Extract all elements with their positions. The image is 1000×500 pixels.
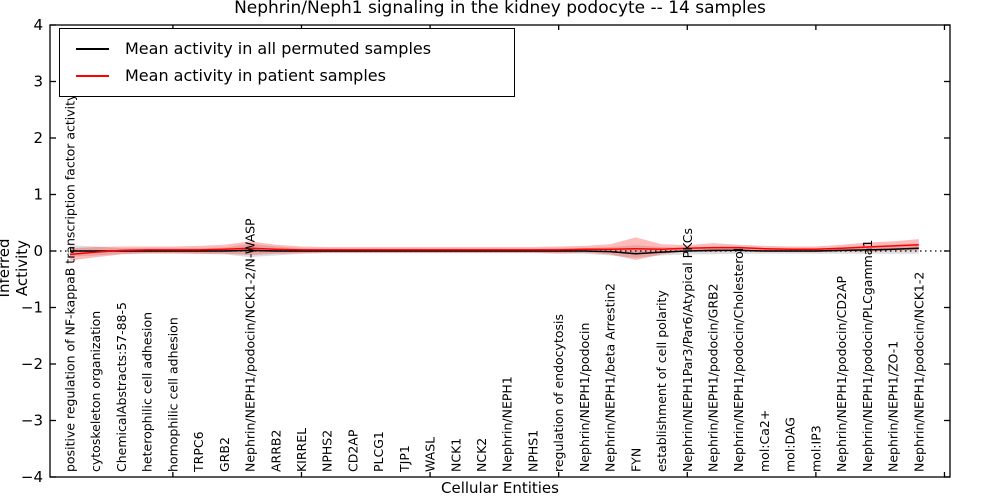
x-category-label: mol:IP3 [808, 425, 823, 472]
x-category-label: Nephrin/NEPH1/beta Arrestin2 [603, 283, 618, 472]
x-category-label: WASL [423, 437, 438, 472]
x-category-label: Nephrin/NEPH1/podocin/PLCgamma1 [860, 240, 875, 472]
y-tick-label: 1 [33, 186, 43, 204]
x-category-label: cytoskeleton organization [88, 311, 103, 472]
y-tick-label: −4 [21, 468, 43, 486]
patient-line-swatch [76, 74, 109, 77]
x-category-label: NCK1 [448, 438, 463, 472]
x-category-label: homophilic cell adhesion [165, 317, 180, 472]
x-category-label: ARRB2 [268, 430, 283, 472]
legend: Mean activity in all permuted samples Me… [59, 28, 515, 97]
y-tick-label: 0 [33, 242, 43, 260]
x-category-label: TRPC6 [191, 431, 206, 473]
permuted-line-swatch [76, 48, 109, 51]
x-category-label: Nephrin/NEPH1/podocin/Cholesterol [731, 248, 746, 472]
x-category-label: FYN [628, 448, 643, 472]
x-category-label: PLCG1 [371, 431, 386, 472]
x-category-label: Nephrin/NEPH1/podocin/CD2AP [834, 276, 849, 472]
legend-label-permuted: Mean activity in all permuted samples [125, 39, 432, 59]
x-axis-label: Cellular Entities [441, 479, 559, 497]
y-axis-label: Inferred Activity [0, 238, 31, 298]
y-tick-label: 3 [33, 73, 43, 91]
x-category-label: Nephrin/NEPH1/ZO-1 [886, 341, 901, 472]
x-category-label: NPHS2 [320, 430, 335, 472]
x-category-label: Nephrin/NEPH1/podocin/NCK1-2/N-WASP [243, 218, 258, 472]
x-category-label: ChemicalAbstracts:57-88-5 [114, 302, 129, 472]
y-tick-label: −3 [21, 412, 43, 430]
x-category-label: Nephrin/NEPH1Par3/Par6/Atypical PKCs [680, 228, 695, 472]
band-patient-samples-range [70, 237, 919, 261]
x-category-label: Nephrin/NEPH1/podocin/GRB2 [706, 283, 721, 472]
x-category-label: NPHS1 [525, 430, 540, 472]
legend-item-permuted: Mean activity in all permuted samples [60, 40, 514, 58]
x-category-label: TJP1 [397, 445, 412, 473]
legend-item-patient: Mean activity in patient samples [60, 67, 514, 85]
series-line-patient [69, 244, 919, 256]
x-category-label: establishment of cell polarity [654, 290, 669, 472]
x-category-label: NCK2 [474, 438, 489, 472]
x-category-label: Nephrin/NEPH1/podocin/NCK1-2 [911, 272, 926, 472]
x-category-label: mol:DAG [783, 417, 798, 472]
x-category-label: CD2AP [345, 429, 360, 472]
y-tick-label: −2 [21, 355, 43, 373]
x-category-label: GRB2 [217, 437, 232, 472]
x-category-label: Nephrin/NEPH1/podocin [577, 323, 592, 472]
x-category-label: Nephrin/NEPH1 [500, 376, 515, 472]
legend-label-patient: Mean activity in patient samples [125, 66, 386, 85]
chart-title: Nephrin/Neph1 signaling in the kidney po… [234, 0, 766, 18]
y-tick-label: 2 [33, 129, 43, 147]
y-tick-label: 4 [33, 16, 43, 34]
x-category-label: regulation of endocytosis [551, 314, 566, 472]
x-category-label: mol:Ca2+ [757, 410, 772, 472]
x-category-label: heterophilic cell adhesion [140, 312, 155, 472]
series-line-permuted [70, 247, 919, 255]
x-category-label: KIRREL [294, 428, 309, 472]
x-category-label: positive regulation of NF-kappaB transcr… [63, 93, 78, 472]
y-tick-label: −1 [21, 299, 43, 317]
